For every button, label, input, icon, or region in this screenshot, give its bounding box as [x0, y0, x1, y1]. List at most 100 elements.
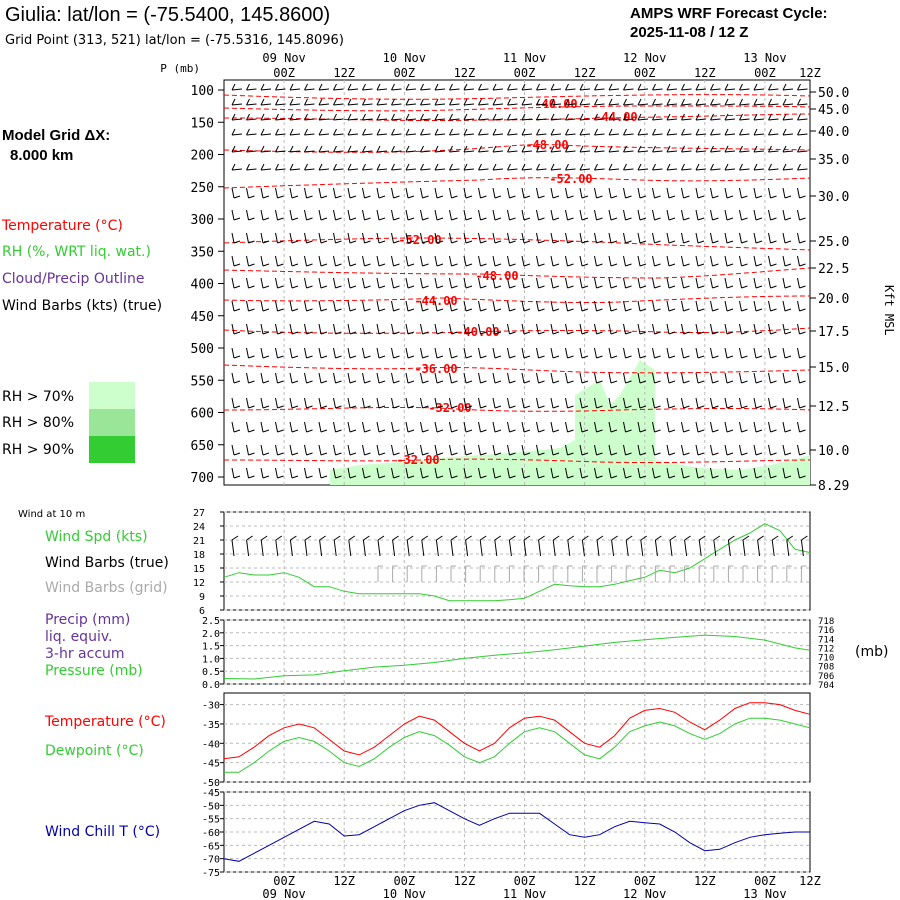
wind-barb-flag: [422, 195, 429, 199]
wind-barb-flag: [291, 331, 299, 335]
wind-barb-flag: [248, 195, 255, 199]
wind-barb-flag: [755, 405, 763, 409]
wind-barb-flag: [463, 128, 468, 136]
wind-barb-flag: [681, 83, 685, 91]
contour-label: -32.00: [428, 401, 471, 415]
wind-barb-flag: [275, 145, 279, 153]
surface-barb-true-flag: [436, 535, 443, 541]
wind-barb-shaft: [710, 255, 713, 267]
wind-barb-shaft: [768, 372, 771, 384]
wind-barb-shaft: [724, 209, 728, 221]
wind-barb-flag: [478, 128, 482, 136]
wind-barb-shaft: [521, 150, 533, 153]
wind-barb-flag: [668, 217, 676, 221]
wind-barb-flag: [695, 113, 700, 121]
wind-barb-shaft: [463, 133, 475, 136]
wind-barb-shaft: [695, 88, 707, 91]
wind-barb-shaft: [275, 255, 278, 267]
wind-barb-shaft: [376, 232, 380, 244]
wind-barb-shaft: [797, 300, 800, 312]
wind-barb-shaft: [318, 150, 330, 153]
wind-barb-flag: [668, 405, 676, 409]
wind-barb-flag: [799, 475, 806, 479]
wind-barb-shaft: [492, 372, 496, 384]
wind-barb-flag: [233, 308, 241, 312]
wind-barb-shaft: [231, 372, 235, 384]
wind-barb-flag: [304, 98, 308, 106]
wind-barb-flag: [393, 475, 400, 479]
wind-barb-shaft: [637, 444, 641, 456]
wind-barb-flag: [507, 163, 511, 171]
wind-barb-shaft: [753, 187, 757, 199]
wind-barb-shaft: [275, 421, 278, 433]
wind-barb-flag: [625, 285, 632, 289]
wind-barb-flag: [407, 331, 415, 335]
wind-barb-shaft: [405, 209, 409, 221]
forecast-cycle-value: 2025-11-08 / 12 Z: [630, 24, 749, 41]
wind-barb-shaft: [623, 103, 634, 106]
wind-barb-flag: [755, 380, 763, 384]
wind-barb-shaft: [318, 88, 330, 91]
wind-barb-flag: [246, 145, 250, 153]
wind-barb-flag: [320, 331, 328, 335]
wind-panel-frame: [223, 511, 811, 611]
wind-barb-flag: [799, 452, 806, 456]
wind-barb-flag: [291, 308, 299, 312]
wind-barb-shaft: [739, 397, 742, 409]
wind-barb-flag: [567, 263, 574, 267]
wind-barb-flag: [277, 217, 284, 221]
wind-barb-shaft: [695, 323, 699, 335]
wind-barb-shaft: [753, 168, 765, 171]
wind-barb-flag: [449, 98, 453, 106]
wind-barb-shaft: [376, 300, 380, 312]
wind-barb-flag: [741, 195, 748, 199]
surface-barb-true-flag: [582, 535, 589, 541]
wind-barb-shaft: [478, 88, 489, 91]
wind-barb-shaft: [260, 118, 272, 121]
wind-barb-shaft: [637, 168, 649, 171]
wind-barb-flag: [320, 195, 328, 199]
wind-barb-shaft: [594, 347, 597, 359]
legend-wind-barbs: Wind Barbs (kts) (true): [2, 298, 163, 314]
wind-barb-shaft: [347, 150, 359, 153]
wind-barb-flag: [654, 380, 661, 384]
wind-barb-shaft: [304, 277, 307, 289]
wind-barb-shaft: [666, 232, 670, 244]
wind-barb-shaft: [275, 133, 286, 136]
wind-barb-shaft: [594, 187, 597, 199]
wind-barb-flag: [277, 263, 284, 267]
wind-barb-shaft: [579, 397, 583, 409]
wind-barb-flag: [552, 263, 560, 267]
wind-barb-flag: [248, 380, 255, 384]
wind-barb-flag: [799, 405, 806, 409]
wind-barb-shaft: [347, 372, 351, 384]
wind-barb-shaft: [594, 397, 597, 409]
wind-barb-flag: [683, 405, 690, 409]
wind-barb-flag: [291, 285, 299, 289]
wind-barb-shaft: [318, 397, 322, 409]
surface-barb-true: [698, 539, 702, 557]
wind-barb-flag: [552, 285, 560, 289]
wind-barb-flag: [480, 263, 487, 267]
wind-barb-flag: [523, 405, 531, 409]
wind-barb-flag: [422, 285, 429, 289]
top-time-date-label: 13 Nov: [743, 51, 786, 65]
wind-barb-shaft: [260, 444, 264, 456]
bottom-time-hour-label: 12Z: [333, 874, 355, 888]
wind-barb-shaft: [304, 168, 315, 171]
wind-barb-flag: [451, 452, 458, 456]
wind-barb-shaft: [391, 372, 394, 384]
wind-barb-flag: [666, 83, 671, 91]
wind-barb-shaft: [652, 421, 655, 433]
wind-barb-shaft: [797, 444, 800, 456]
wind-barb-flag: [768, 163, 772, 171]
contour-label: -44.00: [594, 110, 637, 124]
wind-barb-shaft: [797, 118, 808, 121]
wind-barb-shaft: [695, 187, 699, 199]
wind-barb-flag: [480, 355, 487, 359]
wind-barb-shaft: [695, 300, 699, 312]
wind-barb-flag: [291, 380, 299, 384]
wind-barb-flag: [492, 128, 497, 136]
wind-barb-shaft: [376, 467, 380, 479]
wind-barb-shaft: [275, 323, 278, 335]
